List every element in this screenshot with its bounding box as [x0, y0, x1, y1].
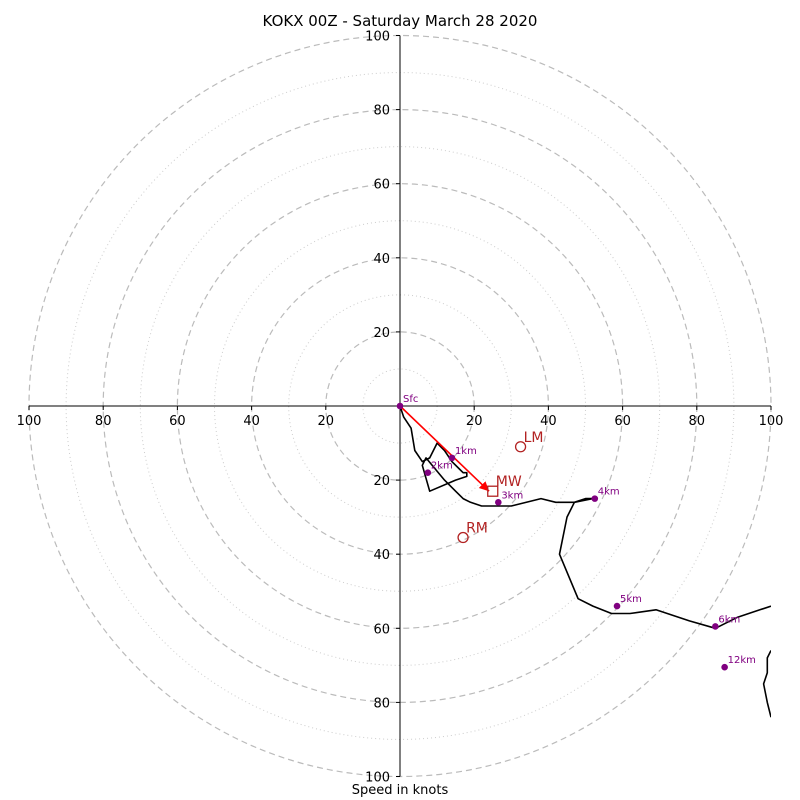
height-label-2km: 2km [431, 461, 453, 472]
height-label-1km: 1km [455, 446, 477, 457]
x-tick-label: 20 [318, 414, 335, 429]
height-label-4km: 4km [598, 487, 620, 498]
height-label-5km: 5km [620, 594, 642, 605]
height-point-4km [591, 495, 599, 502]
x-tick-label: 40 [540, 414, 557, 429]
height-label-12km: 12km [728, 655, 756, 666]
lm-label: LM [524, 430, 544, 446]
lm-marker [514, 441, 527, 453]
y-tick-label: 60 [373, 622, 390, 637]
y-tick-label: 80 [373, 104, 390, 119]
y-tick-label: 100 [365, 771, 390, 786]
hodograph-trace [399, 405, 771, 630]
chart-title: KOKX 00Z - Saturday March 28 2020 [262, 12, 538, 30]
x-tick-label: 80 [689, 414, 706, 429]
hodograph-trace-tail [762, 650, 771, 718]
mean-wind-arrow [399, 405, 490, 492]
y-tick-label: 80 [373, 696, 390, 711]
x-tick-label: 60 [614, 414, 631, 429]
y-tick-label: 100 [365, 30, 390, 45]
x-tick-label: 80 [95, 414, 112, 429]
height-label-3km: 3km [501, 490, 523, 501]
mw-label: MW [496, 474, 522, 490]
x-tick-label: 100 [17, 414, 42, 429]
x-tick-label: 60 [169, 414, 186, 429]
height-point-1km [448, 454, 456, 462]
rm-label: RM [466, 521, 488, 537]
height-point-2km [424, 469, 432, 476]
height-point-3km [495, 499, 502, 506]
x-tick-label: 40 [243, 414, 260, 429]
x-axis-label: Speed in knots [351, 783, 449, 798]
y-tick-label: 40 [373, 252, 390, 267]
y-tick-label: 40 [373, 548, 390, 563]
height-point-Sfc [396, 402, 404, 410]
height-point-5km [613, 602, 621, 610]
y-tick-label: 20 [373, 326, 390, 341]
height-label-Sfc: Sfc [403, 394, 418, 405]
x-tick-label: 20 [466, 414, 483, 429]
height-point-6km [712, 623, 719, 630]
height-point-12km [721, 663, 728, 671]
y-tick-label: 60 [373, 178, 390, 193]
height-label-6km: 6km [718, 614, 740, 625]
mw-marker [487, 485, 499, 497]
y-tick-label: 20 [373, 474, 390, 489]
rm-marker [457, 531, 469, 544]
x-tick-label: 100 [759, 414, 784, 429]
